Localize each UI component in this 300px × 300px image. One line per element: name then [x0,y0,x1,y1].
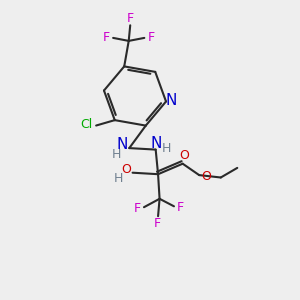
Text: N: N [165,93,177,108]
Text: Cl: Cl [80,118,93,131]
Text: F: F [154,217,161,230]
Text: F: F [127,12,134,25]
Text: O: O [201,170,211,183]
Text: F: F [177,201,184,214]
Text: O: O [121,163,131,176]
Text: N: N [116,137,128,152]
Text: H: H [161,142,171,154]
Text: H: H [113,172,123,184]
Text: O: O [179,149,189,162]
Text: F: F [103,31,110,44]
Text: F: F [147,31,155,44]
Text: H: H [112,148,122,160]
Text: F: F [134,202,141,215]
Text: N: N [151,136,162,151]
